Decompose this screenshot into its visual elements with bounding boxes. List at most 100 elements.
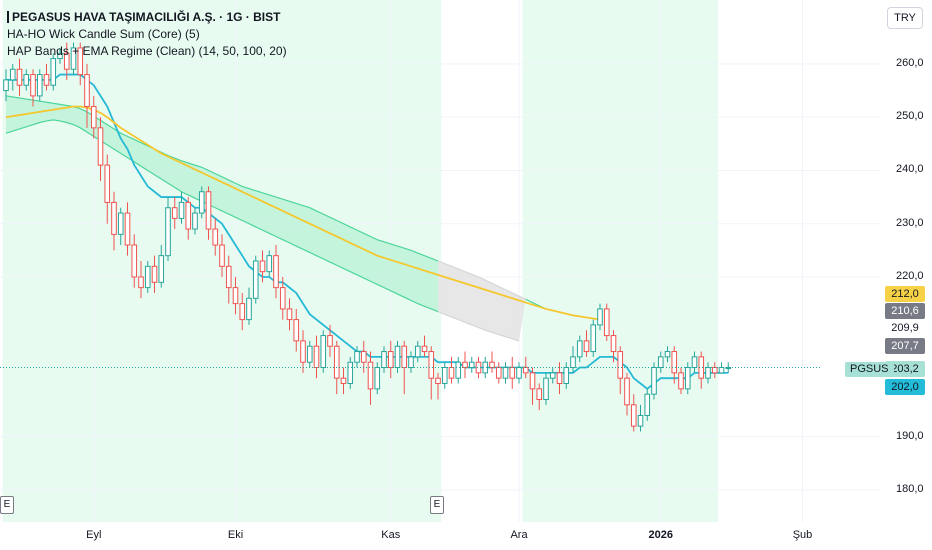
candle-body <box>624 377 630 406</box>
earnings-event-marker[interactable]: E <box>430 496 444 514</box>
candle-body <box>178 201 185 219</box>
candle-body <box>468 361 475 369</box>
ema-lines <box>5 73 729 390</box>
candle-body <box>300 340 306 363</box>
candle-body <box>286 308 293 321</box>
currency-button[interactable]: TRY <box>887 7 923 29</box>
candle-body <box>239 303 246 321</box>
candle-body <box>232 287 239 305</box>
band-line <box>5 119 439 313</box>
candle-body <box>84 74 90 108</box>
candle-body <box>50 58 57 86</box>
candle-body <box>124 212 131 246</box>
candle-body <box>617 351 624 379</box>
band-line-neutral <box>437 260 527 300</box>
candle-body <box>158 255 165 283</box>
price-tag: 209,9 <box>885 320 925 336</box>
legend-indicator-2[interactable]: HAP Bands + EMA Regime (Clean) (14, 50, … <box>7 44 287 58</box>
candle-body <box>117 212 124 235</box>
candle-body <box>651 367 657 395</box>
candle-body <box>495 367 502 379</box>
candle-body <box>536 388 543 400</box>
candle-body <box>347 361 354 385</box>
x-tick-label: Şub <box>792 529 813 541</box>
candle-body <box>144 265 151 289</box>
band-fill <box>6 95 438 312</box>
y-tick-label: 180,0 <box>896 483 924 496</box>
candle-body <box>441 367 448 385</box>
candle-body <box>435 377 441 385</box>
price-tag: 212,0 <box>885 286 925 302</box>
candle-body <box>516 367 522 379</box>
regime-shade <box>522 0 719 522</box>
candle-body <box>502 367 509 379</box>
price-tag: 207,7 <box>885 338 925 354</box>
candle-body <box>9 68 16 81</box>
candle-body <box>718 367 725 374</box>
ema-fast-line <box>6 73 729 390</box>
symbol-badge: PGSUS <box>845 362 894 377</box>
candle-body <box>590 324 597 353</box>
candle-body <box>43 74 50 86</box>
candle-body <box>70 47 77 70</box>
candle-body <box>684 367 691 390</box>
candle-body <box>212 228 219 246</box>
candle-body <box>97 127 104 166</box>
candles <box>3 42 732 432</box>
candle-body <box>455 361 462 379</box>
candle-body <box>3 79 9 92</box>
band-line <box>5 95 439 262</box>
y-tick-label: 190,0 <box>896 429 924 442</box>
candle-body <box>725 367 732 370</box>
candle-body <box>637 414 644 427</box>
candle-body <box>273 255 279 289</box>
candle-body <box>252 260 259 299</box>
candle-body <box>313 345 320 369</box>
candle-body <box>259 260 266 273</box>
candle-body <box>522 367 529 374</box>
candle-body <box>131 244 138 278</box>
candle-body <box>30 74 36 97</box>
candle-body <box>678 372 684 390</box>
candle-body <box>401 345 408 369</box>
candle-body <box>306 345 313 363</box>
candle-body <box>23 74 30 86</box>
candle-body <box>630 404 637 427</box>
earnings-event-marker[interactable]: E <box>0 496 14 514</box>
candle-body <box>225 265 232 289</box>
candle-body <box>327 335 333 347</box>
candle-body <box>387 351 394 369</box>
candle-body <box>583 340 590 353</box>
price-tag: 203,2 <box>885 361 925 377</box>
candle-body <box>543 377 549 400</box>
candle-body <box>266 255 273 273</box>
candle-body <box>36 74 43 97</box>
candle-body <box>394 345 401 369</box>
candle-body <box>549 372 556 379</box>
candle-body <box>165 207 171 257</box>
y-tick-label: 250,0 <box>896 110 924 123</box>
candle-body <box>205 191 212 230</box>
candle-body <box>705 367 711 379</box>
candle-body <box>151 265 158 283</box>
candle-body <box>698 356 705 379</box>
candle-body <box>77 47 84 76</box>
candle-body <box>340 377 347 385</box>
price-tag: 210,6 <box>885 303 925 319</box>
candle-body <box>279 287 286 310</box>
candle-body <box>664 351 671 358</box>
x-tick-label: Kas <box>381 529 401 541</box>
candle-body <box>293 319 300 342</box>
legend-indicator-1[interactable]: HA-HO Wick Candle Sum (Core) (5) <box>7 27 200 41</box>
candle-body <box>448 367 455 379</box>
ema-slow-line <box>5 105 601 321</box>
candle-body <box>104 164 111 203</box>
x-tick-label: Ara <box>510 529 528 541</box>
legend-title[interactable]: PEGASUS HAVA TAŞIMACILIĞI A.Ş. · 1G · BI… <box>12 10 281 24</box>
candle-body <box>354 351 360 363</box>
candle-body <box>414 345 421 358</box>
price-tag: 202,0 <box>885 379 925 395</box>
candle-body <box>657 356 664 369</box>
candle-body <box>421 345 428 353</box>
